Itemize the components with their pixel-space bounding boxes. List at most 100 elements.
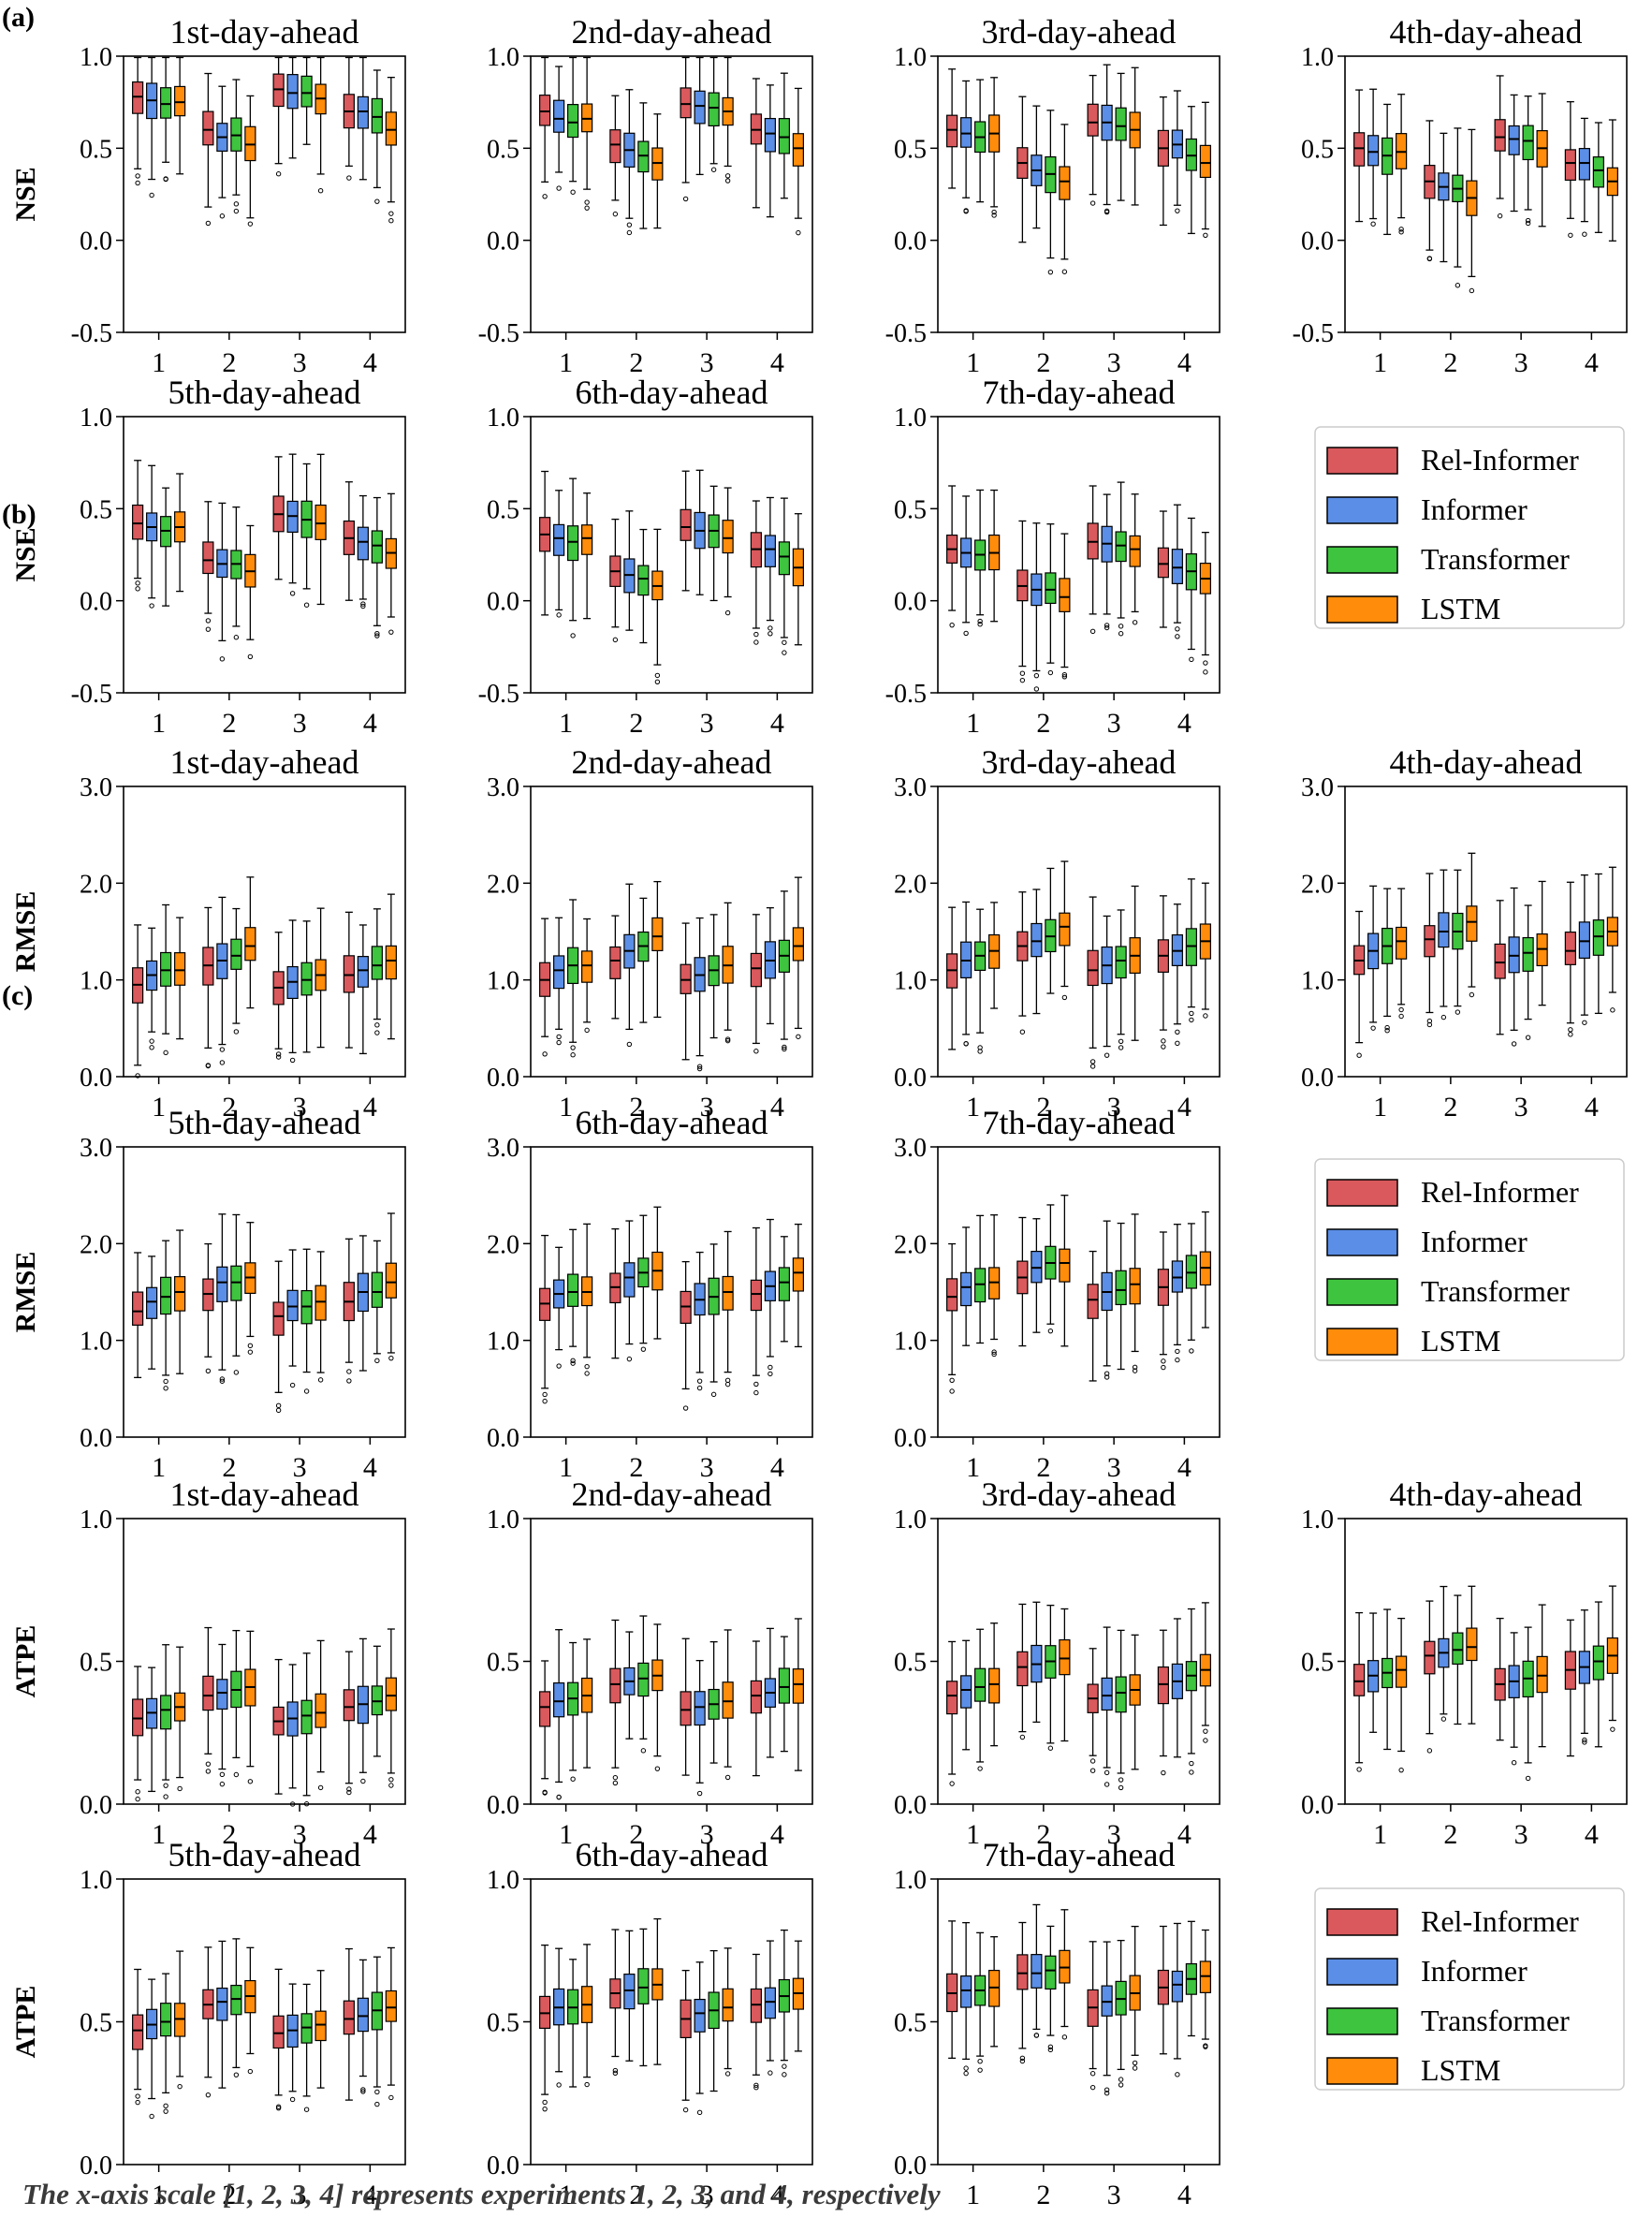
box-informer xyxy=(1031,522,1043,692)
box-lstm xyxy=(722,1947,734,2077)
box-body xyxy=(1522,936,1534,972)
box-rel-informer xyxy=(1087,74,1099,206)
subplot-1-6: 6th-day-ahead -0.5 0.0 0.5 1.0 1 2 3 4 xyxy=(478,374,813,739)
legend: Rel-Informer Informer Transformer LSTM xyxy=(1314,1158,1625,1361)
outlier xyxy=(556,612,562,618)
outlier xyxy=(205,626,212,632)
y-tick-label: 3.0 xyxy=(80,1134,112,1163)
subplot-1-1: 1st-day-ahead -0.5 0.0 0.5 1.0 NSE 1 2 3 4 xyxy=(10,13,406,378)
box-transformer xyxy=(371,1240,383,1364)
box-body xyxy=(371,97,383,134)
box-lstm xyxy=(792,1618,804,1771)
box-body xyxy=(216,1266,228,1302)
box-transformer xyxy=(778,1929,790,2078)
outlier xyxy=(1356,1767,1362,1772)
box-informer xyxy=(1031,1601,1043,1724)
box-rel-informer xyxy=(1564,881,1576,1037)
subplot-1-4: 4th-day-ahead -0.5 0.0 0.5 1.0 1 2 3 4 xyxy=(1293,13,1628,378)
outlier xyxy=(374,2101,380,2107)
subplot-title: 2nd-day-ahead xyxy=(572,743,772,781)
box-body xyxy=(174,952,186,986)
box-transformer xyxy=(300,56,313,145)
outlier xyxy=(1118,1045,1124,1050)
outlier xyxy=(1118,2077,1124,2082)
outlier xyxy=(570,633,576,639)
box-informer xyxy=(764,1218,776,1377)
x-tick-label: 3 xyxy=(293,1452,307,1483)
box-informer xyxy=(286,1664,299,1807)
y-axis-label: NSE xyxy=(10,167,41,221)
subplot-1-3: 3rd-day-ahead -0.5 0.0 0.5 1.0 1 2 3 4 xyxy=(885,13,1221,378)
outlier xyxy=(1104,1052,1110,1058)
box-transformer xyxy=(708,914,720,1039)
box-body xyxy=(343,955,355,993)
box-informer xyxy=(960,1921,972,2077)
outlier xyxy=(977,2059,983,2064)
box-body xyxy=(567,525,579,562)
subplot-title: 7th-day-ahead xyxy=(983,374,1176,411)
outlier xyxy=(205,1368,212,1374)
box-body xyxy=(1367,135,1380,167)
y-tick-label: 0.0 xyxy=(894,2151,927,2180)
outlier xyxy=(219,1781,226,1787)
box-body xyxy=(244,927,256,962)
y-tick-label: 3.0 xyxy=(487,1134,519,1163)
box-body xyxy=(750,1279,762,1312)
box-body xyxy=(1087,949,1099,987)
x-tick-label: 1 xyxy=(559,708,573,739)
box-body xyxy=(750,952,762,988)
box-body xyxy=(1045,1955,1057,1990)
box-rel-informer xyxy=(343,1238,355,1384)
outlier xyxy=(1175,1029,1180,1035)
outlier xyxy=(1118,631,1124,637)
outlier xyxy=(612,211,619,217)
outlier xyxy=(584,1371,590,1376)
x-tick-label: 4 xyxy=(770,1819,784,1850)
box-rel-informer xyxy=(202,1946,214,2098)
legend-label: Rel-Informer xyxy=(1421,443,1579,477)
y-tick-label: 0.5 xyxy=(80,135,112,164)
box-informer xyxy=(553,490,565,618)
box-rel-informer xyxy=(1353,910,1366,1058)
outlier xyxy=(1019,1029,1026,1035)
x-tick-label: 4 xyxy=(1585,347,1599,378)
outlier xyxy=(1175,1357,1180,1363)
box-rel-informer xyxy=(202,72,214,227)
y-tick-label: 0.0 xyxy=(487,1424,519,1453)
box-rel-informer xyxy=(609,518,621,643)
box-lstm xyxy=(314,1639,327,1791)
outlier xyxy=(1061,269,1068,274)
subplot-title: 1st-day-ahead xyxy=(170,1476,359,1513)
legend-label: Transformer xyxy=(1421,1274,1570,1308)
x-tick-label: 3 xyxy=(700,1452,714,1483)
box-transformer xyxy=(778,1236,790,1343)
y-tick-label: 0.0 xyxy=(1301,228,1334,257)
box-transformer xyxy=(160,1644,172,1799)
x-tick-label: 2 xyxy=(1036,708,1050,739)
plot-frame xyxy=(1344,1518,1628,1805)
box-lstm xyxy=(174,473,186,593)
outlier xyxy=(135,580,140,586)
box-informer xyxy=(286,453,299,596)
box-transformer xyxy=(1522,1626,1534,1782)
outlier xyxy=(1175,2072,1180,2078)
y-tick-label: 2.0 xyxy=(80,870,112,899)
outlier xyxy=(163,1386,168,1391)
box-body xyxy=(1199,144,1211,179)
x-tick-label: 1 xyxy=(559,1452,573,1483)
outlier xyxy=(977,1766,983,1771)
box-rel-informer xyxy=(1494,75,1506,219)
box-lstm xyxy=(314,453,327,606)
x-tick-label: 3 xyxy=(1107,1819,1121,1850)
box-body xyxy=(160,1276,172,1315)
y-tick-label: 0.0 xyxy=(80,1424,112,1453)
y-tick-label: 0.0 xyxy=(894,1791,927,1820)
legend-swatch xyxy=(1326,1908,1398,1936)
outlier xyxy=(584,205,590,211)
box-body xyxy=(1564,149,1576,182)
outlier xyxy=(1104,1769,1110,1776)
box-body xyxy=(1536,1655,1548,1694)
x-tick-label: 3 xyxy=(293,1819,307,1850)
box-rel-informer xyxy=(609,915,621,1020)
outlier xyxy=(163,1783,168,1788)
